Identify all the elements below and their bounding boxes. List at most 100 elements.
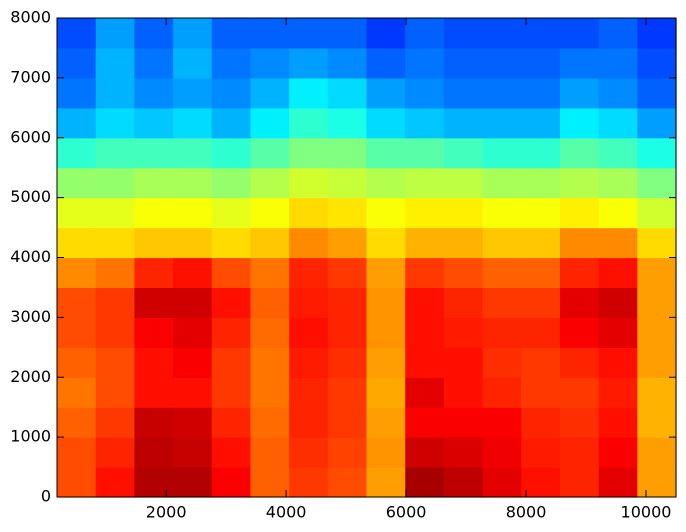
heatmap-cell: [327, 77, 368, 109]
heatmap: [57, 18, 677, 498]
heatmap-cell: [250, 437, 290, 468]
heatmap-cell: [405, 107, 445, 139]
heatmap-cell: [366, 437, 406, 468]
heatmap-cell: [57, 467, 97, 498]
heatmap-cell: [211, 47, 252, 79]
heatmap-cell: [289, 317, 329, 348]
heatmap-cell: [598, 167, 638, 199]
heatmap-cell: [366, 257, 406, 289]
heatmap-cell: [134, 407, 174, 438]
heatmap-cell: [366, 137, 406, 169]
heatmap-cell: [134, 137, 174, 169]
heatmap-cell: [559, 227, 600, 259]
heatmap-cell: [211, 317, 252, 348]
heatmap-cell: [598, 47, 638, 79]
heatmap-cell: [598, 347, 638, 378]
heatmap-cell: [521, 227, 561, 259]
heatmap-cell: [521, 287, 561, 318]
heatmap-cell: [443, 167, 484, 199]
heatmap-cell: [366, 347, 406, 378]
heatmap-cell: [134, 77, 174, 109]
heatmap-cell: [289, 227, 329, 259]
heatmap-cell: [598, 317, 638, 348]
heatmap-cell: [443, 227, 484, 259]
heatmap-cell: [559, 467, 600, 498]
heatmap-cell: [482, 347, 522, 378]
heatmap-cell: [559, 347, 600, 378]
y-tick-label: 7000: [10, 67, 51, 86]
heatmap-cell: [559, 167, 600, 199]
x-tick-label: 2000: [146, 503, 187, 522]
heatmap-cell: [134, 257, 174, 289]
heatmap-cell: [57, 197, 97, 229]
heatmap-cell: [250, 77, 290, 109]
y-tick-label: 1000: [10, 427, 51, 446]
heatmap-cell: [57, 347, 97, 378]
heatmap-cell: [559, 317, 600, 348]
y-tick-label: 4000: [10, 247, 51, 266]
heatmap-cell: [443, 287, 484, 318]
heatmap-cell: [173, 287, 213, 318]
heatmap-cell: [134, 197, 174, 229]
heatmap-cell: [289, 257, 329, 289]
heatmap-cell: [173, 257, 213, 289]
heatmap-cell: [443, 257, 484, 289]
heatmap-cell: [95, 18, 136, 49]
heatmap-cell: [250, 377, 290, 408]
heatmap-cell: [598, 18, 638, 49]
y-tick-label: 3000: [10, 307, 51, 326]
heatmap-cell: [559, 407, 600, 438]
heatmap-cell: [366, 197, 406, 229]
heatmap-cell: [366, 107, 406, 139]
heatmap-cell: [95, 137, 136, 169]
heatmap-cell: [405, 287, 445, 318]
heatmap-cell: [211, 407, 252, 438]
heatmap-cell: [521, 197, 561, 229]
heatmap-cell: [482, 377, 522, 408]
heatmap-cell: [173, 227, 213, 259]
heatmap-cell: [637, 18, 677, 49]
heatmap-cell: [57, 77, 97, 109]
y-tick-label: 2000: [10, 367, 51, 386]
heatmap-cell: [443, 437, 484, 468]
heatmap-cell: [211, 197, 252, 229]
heatmap-cell: [366, 467, 406, 498]
heatmap-cell: [559, 377, 600, 408]
heatmap-cell: [134, 47, 174, 79]
heatmap-cell: [637, 77, 677, 109]
heatmap-cell: [637, 47, 677, 79]
heatmap-cell: [134, 377, 174, 408]
heatmap-cell: [57, 107, 97, 139]
y-tick-label: 8000: [10, 8, 51, 27]
heatmap-cell: [637, 437, 677, 468]
x-tick-label: 6000: [386, 503, 427, 522]
heatmap-cell: [443, 47, 484, 79]
heatmap-cell: [134, 347, 174, 378]
heatmap-cell: [173, 377, 213, 408]
heatmap-cell: [289, 47, 329, 79]
heatmap-cell: [134, 317, 174, 348]
heatmap-cell: [559, 137, 600, 169]
heatmap-cell: [173, 347, 213, 378]
x-tick-label: 4000: [266, 503, 307, 522]
heatmap-cell: [211, 167, 252, 199]
heatmap-cell: [327, 437, 368, 468]
heatmap-cell: [250, 137, 290, 169]
heatmap-cell: [366, 317, 406, 348]
heatmap-cell: [57, 18, 97, 49]
heatmap-cell: [482, 437, 522, 468]
heatmap-cell: [366, 18, 406, 49]
heatmap-cell: [559, 77, 600, 109]
heatmap-cell: [95, 287, 136, 318]
heatmap-cell: [95, 107, 136, 139]
y-tick-label: 5000: [10, 187, 51, 206]
heatmap-cell: [637, 467, 677, 498]
heatmap-cell: [482, 197, 522, 229]
heatmap-cell: [366, 77, 406, 109]
heatmap-cell: [366, 227, 406, 259]
heatmap-cell: [443, 107, 484, 139]
heatmap-cell: [559, 437, 600, 468]
heatmap-cell: [211, 137, 252, 169]
heatmap-cell: [405, 197, 445, 229]
heatmap-cell: [173, 437, 213, 468]
